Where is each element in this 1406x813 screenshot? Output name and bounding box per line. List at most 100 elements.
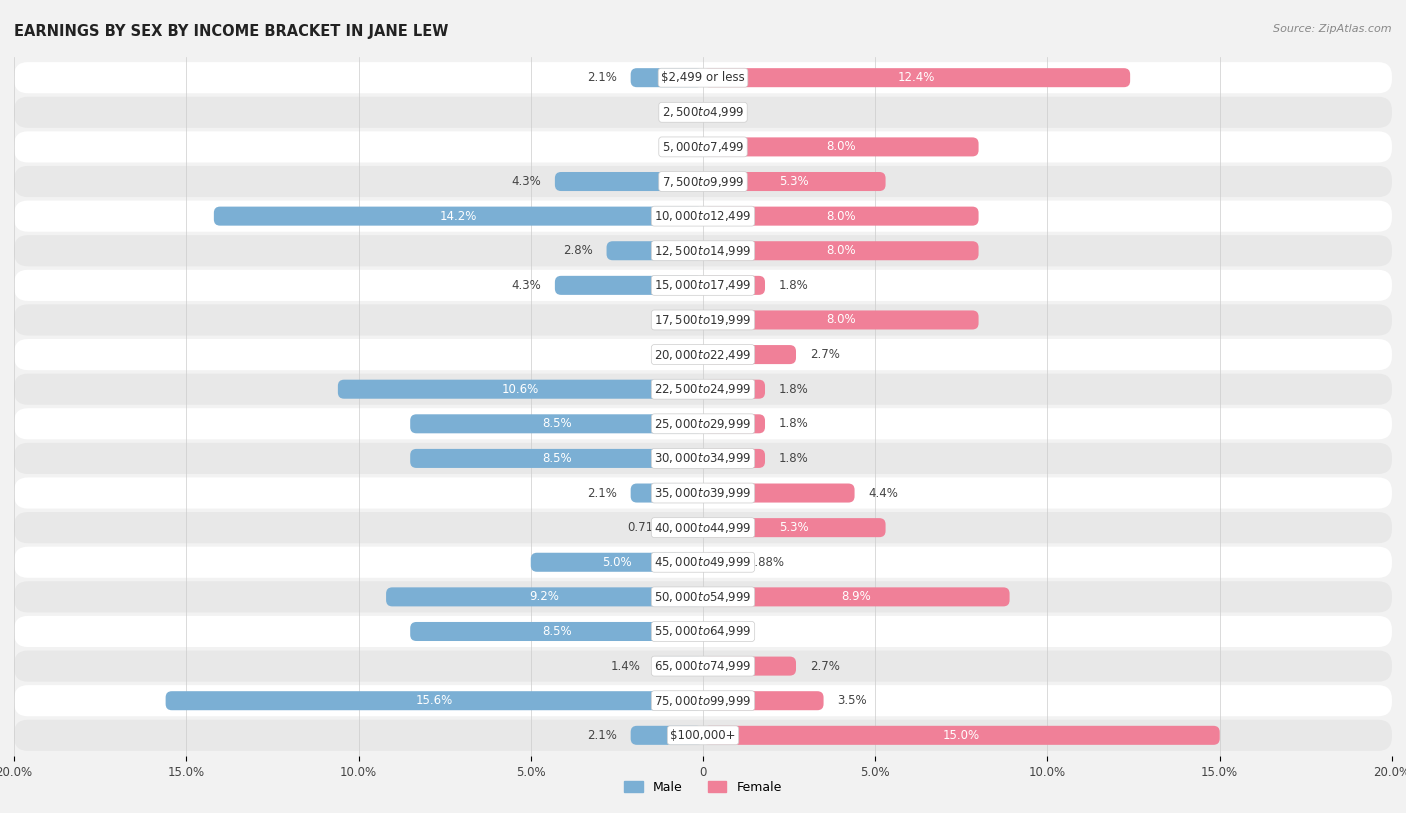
FancyBboxPatch shape <box>606 241 703 260</box>
Text: 9.2%: 9.2% <box>530 590 560 603</box>
FancyBboxPatch shape <box>703 207 979 226</box>
FancyBboxPatch shape <box>14 97 1392 128</box>
Text: $75,000 to $99,999: $75,000 to $99,999 <box>654 693 752 707</box>
FancyBboxPatch shape <box>14 270 1392 301</box>
Text: 14.2%: 14.2% <box>440 210 477 223</box>
Text: $35,000 to $39,999: $35,000 to $39,999 <box>654 486 752 500</box>
FancyBboxPatch shape <box>703 518 886 537</box>
Text: 8.9%: 8.9% <box>841 590 872 603</box>
FancyBboxPatch shape <box>14 304 1392 336</box>
FancyBboxPatch shape <box>14 546 1392 578</box>
Text: 12.4%: 12.4% <box>898 72 935 85</box>
FancyBboxPatch shape <box>14 650 1392 681</box>
Text: 0.0%: 0.0% <box>717 625 747 638</box>
Text: $12,500 to $14,999: $12,500 to $14,999 <box>654 244 752 258</box>
FancyBboxPatch shape <box>387 587 703 606</box>
FancyBboxPatch shape <box>697 345 703 364</box>
FancyBboxPatch shape <box>14 408 1392 439</box>
FancyBboxPatch shape <box>655 657 703 676</box>
Text: 0.88%: 0.88% <box>747 556 785 569</box>
FancyBboxPatch shape <box>703 172 886 191</box>
Text: Source: ZipAtlas.com: Source: ZipAtlas.com <box>1274 24 1392 34</box>
Text: $2,499 or less: $2,499 or less <box>661 72 745 85</box>
FancyBboxPatch shape <box>703 484 855 502</box>
Text: 4.3%: 4.3% <box>512 175 541 188</box>
Text: 10.6%: 10.6% <box>502 383 538 396</box>
Text: 1.4%: 1.4% <box>612 659 641 672</box>
Text: $2,500 to $4,999: $2,500 to $4,999 <box>662 106 744 120</box>
Text: $15,000 to $17,499: $15,000 to $17,499 <box>654 278 752 293</box>
FancyBboxPatch shape <box>703 622 709 641</box>
FancyBboxPatch shape <box>703 241 979 260</box>
Text: 1.8%: 1.8% <box>779 417 808 430</box>
Legend: Male, Female: Male, Female <box>619 776 787 799</box>
FancyBboxPatch shape <box>703 345 796 364</box>
Text: 5.3%: 5.3% <box>779 175 808 188</box>
FancyBboxPatch shape <box>411 415 703 433</box>
Text: 3.5%: 3.5% <box>838 694 868 707</box>
Text: $5,000 to $7,499: $5,000 to $7,499 <box>662 140 744 154</box>
Text: $100,000+: $100,000+ <box>671 728 735 741</box>
Text: 4.3%: 4.3% <box>512 279 541 292</box>
Text: 2.1%: 2.1% <box>588 72 617 85</box>
FancyBboxPatch shape <box>703 102 709 122</box>
FancyBboxPatch shape <box>411 622 703 641</box>
FancyBboxPatch shape <box>631 726 703 745</box>
Text: 0.0%: 0.0% <box>717 106 747 119</box>
Text: EARNINGS BY SEX BY INCOME BRACKET IN JANE LEW: EARNINGS BY SEX BY INCOME BRACKET IN JAN… <box>14 24 449 39</box>
FancyBboxPatch shape <box>411 449 703 468</box>
Text: $25,000 to $29,999: $25,000 to $29,999 <box>654 417 752 431</box>
FancyBboxPatch shape <box>697 137 703 156</box>
Text: $30,000 to $34,999: $30,000 to $34,999 <box>654 451 752 465</box>
Text: 2.7%: 2.7% <box>810 348 839 361</box>
Text: 2.1%: 2.1% <box>588 486 617 499</box>
Text: 0.0%: 0.0% <box>659 106 689 119</box>
FancyBboxPatch shape <box>703 415 765 433</box>
Text: 2.1%: 2.1% <box>588 728 617 741</box>
FancyBboxPatch shape <box>555 172 703 191</box>
FancyBboxPatch shape <box>697 311 703 329</box>
FancyBboxPatch shape <box>14 235 1392 267</box>
FancyBboxPatch shape <box>703 311 979 329</box>
Text: 2.8%: 2.8% <box>562 244 593 257</box>
Text: $20,000 to $22,499: $20,000 to $22,499 <box>654 348 752 362</box>
FancyBboxPatch shape <box>703 137 979 156</box>
Text: $45,000 to $49,999: $45,000 to $49,999 <box>654 555 752 569</box>
FancyBboxPatch shape <box>631 68 703 87</box>
Text: 4.4%: 4.4% <box>869 486 898 499</box>
Text: 5.3%: 5.3% <box>779 521 808 534</box>
FancyBboxPatch shape <box>703 380 765 398</box>
Text: 8.5%: 8.5% <box>541 625 571 638</box>
Text: $17,500 to $19,999: $17,500 to $19,999 <box>654 313 752 327</box>
FancyBboxPatch shape <box>14 62 1392 93</box>
Text: 0.0%: 0.0% <box>659 314 689 327</box>
Text: 2.7%: 2.7% <box>810 659 839 672</box>
FancyBboxPatch shape <box>14 581 1392 612</box>
Text: 8.0%: 8.0% <box>825 141 856 154</box>
Text: $10,000 to $12,499: $10,000 to $12,499 <box>654 209 752 223</box>
FancyBboxPatch shape <box>14 166 1392 197</box>
FancyBboxPatch shape <box>166 691 703 711</box>
FancyBboxPatch shape <box>697 102 703 122</box>
FancyBboxPatch shape <box>531 553 703 572</box>
Text: 0.0%: 0.0% <box>659 141 689 154</box>
Text: 8.0%: 8.0% <box>825 210 856 223</box>
Text: 8.5%: 8.5% <box>541 452 571 465</box>
FancyBboxPatch shape <box>631 484 703 502</box>
Text: 0.0%: 0.0% <box>659 348 689 361</box>
FancyBboxPatch shape <box>555 276 703 295</box>
Text: $50,000 to $54,999: $50,000 to $54,999 <box>654 590 752 604</box>
Text: 5.0%: 5.0% <box>602 556 631 569</box>
Text: 15.6%: 15.6% <box>416 694 453 707</box>
Text: $7,500 to $9,999: $7,500 to $9,999 <box>662 175 744 189</box>
FancyBboxPatch shape <box>703 276 765 295</box>
Text: 1.8%: 1.8% <box>779 383 808 396</box>
FancyBboxPatch shape <box>214 207 703 226</box>
FancyBboxPatch shape <box>14 132 1392 163</box>
Text: 8.5%: 8.5% <box>541 417 571 430</box>
FancyBboxPatch shape <box>703 657 796 676</box>
Text: 1.8%: 1.8% <box>779 279 808 292</box>
Text: $65,000 to $74,999: $65,000 to $74,999 <box>654 659 752 673</box>
FancyBboxPatch shape <box>14 720 1392 751</box>
FancyBboxPatch shape <box>703 449 765 468</box>
